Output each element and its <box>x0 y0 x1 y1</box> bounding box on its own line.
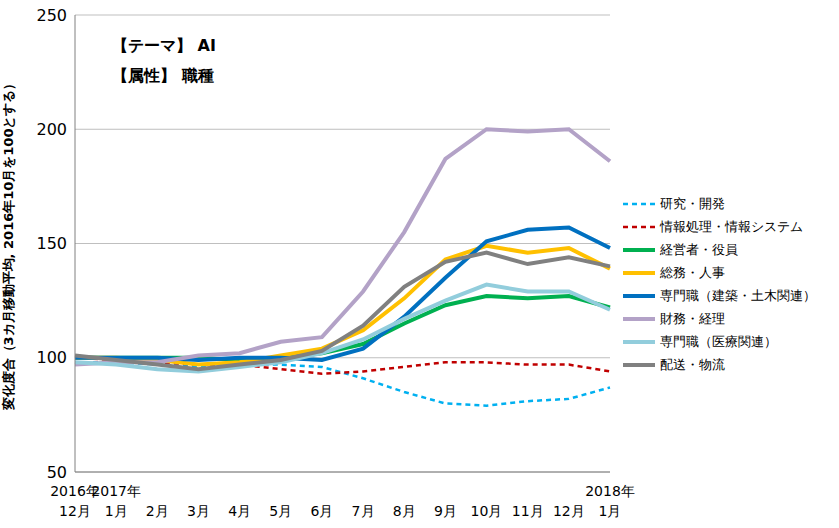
svg-text:200: 200 <box>36 120 67 139</box>
html-text:研究・開発: 研究・開発 <box>660 195 725 211</box>
svg-text:12月: 12月 <box>553 503 585 519</box>
html-text:配送・物流: 配送・物流 <box>660 356 725 372</box>
svg-text:3月: 3月 <box>187 503 210 519</box>
html-text:専門職（医療関連）: 専門職（医療関連） <box>660 333 777 349</box>
html-text:総務・人事: 総務・人事 <box>660 264 725 280</box>
html-text:情報処理・情報システム: 情報処理・情報システム <box>660 218 803 234</box>
html-text:【テーマ】 AI: 【テーマ】 AI <box>112 36 216 55</box>
svg-text:150: 150 <box>36 234 67 253</box>
svg-text:250: 250 <box>36 6 67 25</box>
svg-text:10月: 10月 <box>471 503 503 519</box>
svg-text:4月: 4月 <box>228 503 251 519</box>
svg-text:1月: 1月 <box>105 503 128 519</box>
svg-text:2018年: 2018年 <box>585 483 635 499</box>
svg-text:6月: 6月 <box>310 503 333 519</box>
html-text:財務・経理: 財務・経理 <box>660 310 725 326</box>
svg-text:2017年: 2017年 <box>91 483 141 499</box>
html-text:経営者・役員: 経営者・役員 <box>660 241 738 257</box>
svg-text:9月: 9月 <box>434 503 457 519</box>
svg-text:変化度合（3カ月移動平均, 2016年10月を100とする）: 変化度合（3カ月移動平均, 2016年10月を100とする） <box>8 77 16 412</box>
svg-text:7月: 7月 <box>352 503 375 519</box>
svg-text:2月: 2月 <box>146 503 169 519</box>
html-text:専門職（建築・土木関連）: 専門職（建築・土木関連） <box>660 287 816 303</box>
html-text:【属性】 職種: 【属性】 職種 <box>112 66 214 85</box>
svg-text:11月: 11月 <box>512 503 544 519</box>
svg-text:2016年: 2016年 <box>50 483 100 499</box>
svg-text:1月: 1月 <box>599 503 622 519</box>
svg-text:12月: 12月 <box>59 503 91 519</box>
svg-text:8月: 8月 <box>393 503 416 519</box>
svg-text:5月: 5月 <box>269 503 292 519</box>
svg-text:50: 50 <box>47 463 67 482</box>
svg-text:100: 100 <box>36 348 67 367</box>
